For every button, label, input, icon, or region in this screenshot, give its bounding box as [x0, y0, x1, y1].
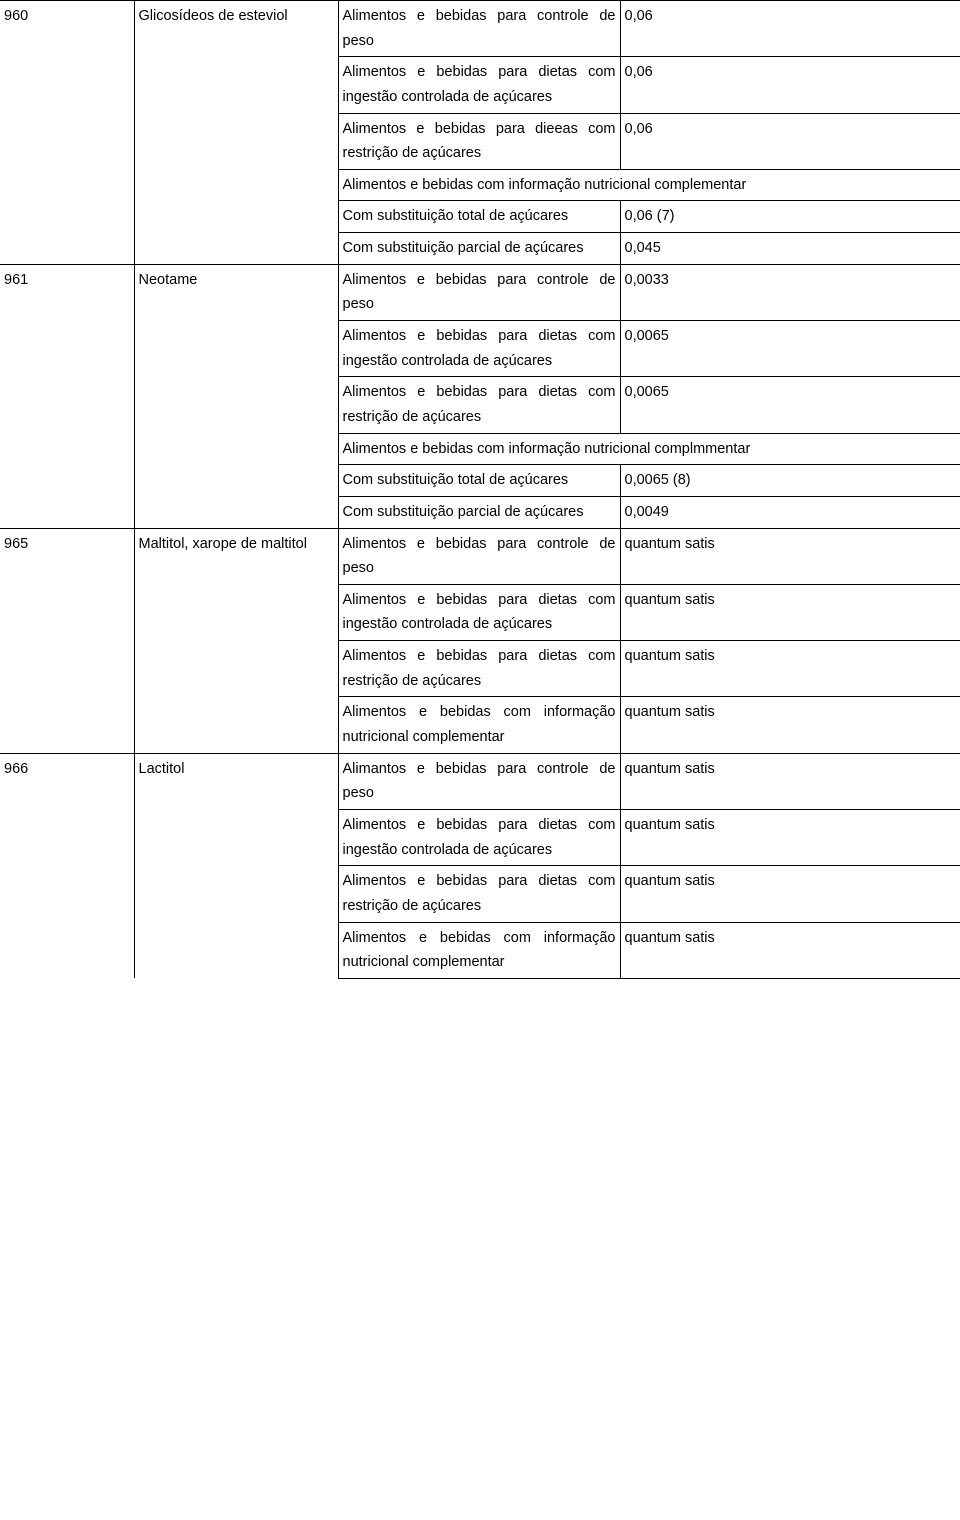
table-row: Alimentos e bebidas para dieeas com rest… — [0, 113, 960, 169]
description-cell: Alimentos e bebidas com informação nutri… — [338, 697, 620, 753]
description-cell: Alimentos e bebidas para dieeas com rest… — [338, 113, 620, 169]
table-row: Com substituição parcial de açúcares0,00… — [0, 496, 960, 528]
substance-cell: Lactitol — [134, 753, 338, 809]
code-cell — [0, 433, 134, 465]
substance-cell — [134, 321, 338, 377]
description-cell: Alimentos e bebidas com informação nutri… — [338, 433, 960, 465]
value-cell: quantum satis — [620, 922, 960, 978]
code-cell — [0, 233, 134, 265]
regulatory-table: 960Glicosídeos de esteviolAlimentos e be… — [0, 0, 960, 979]
substance-cell — [134, 465, 338, 497]
table-row: Alimentos e bebidas com informação nutri… — [0, 922, 960, 978]
description-cell: Com substituição total de açúcares — [338, 201, 620, 233]
code-cell: 961 — [0, 264, 134, 320]
substance-cell — [134, 584, 338, 640]
value-cell: 0,0049 — [620, 496, 960, 528]
substance-cell — [134, 201, 338, 233]
table-row: Alimentos e bebidas para dietas com rest… — [0, 377, 960, 433]
table-row: 961NeotameAlimentos e bebidas para contr… — [0, 264, 960, 320]
description-cell: Com substituição total de açúcares — [338, 465, 620, 497]
code-cell — [0, 113, 134, 169]
code-cell — [0, 496, 134, 528]
code-cell: 966 — [0, 753, 134, 809]
table-row: Alimentos e bebidas para dietas com inge… — [0, 321, 960, 377]
description-cell: Alimentos e bebidas com informação nutri… — [338, 169, 960, 201]
table-row: Alimentos e bebidas com informação nutri… — [0, 433, 960, 465]
table-row: Alimentos e bebidas para dietas com rest… — [0, 641, 960, 697]
description-cell: Alimentos e bebidas para controle de pes… — [338, 1, 620, 57]
code-cell — [0, 377, 134, 433]
value-cell: quantum satis — [620, 809, 960, 865]
code-cell — [0, 922, 134, 978]
substance-cell — [134, 169, 338, 201]
description-cell: Com substituição parcial de açúcares — [338, 496, 620, 528]
substance-cell — [134, 641, 338, 697]
code-cell — [0, 57, 134, 113]
value-cell: quantum satis — [620, 584, 960, 640]
value-cell: 0,06 (7) — [620, 201, 960, 233]
code-cell — [0, 697, 134, 753]
substance-cell — [134, 113, 338, 169]
table-row: 966LactitolAlimantos e bebidas para cont… — [0, 753, 960, 809]
substance-cell — [134, 809, 338, 865]
substance-cell — [134, 496, 338, 528]
description-cell: Alimentos e bebidas para dietas com rest… — [338, 377, 620, 433]
substance-cell: Glicosídeos de esteviol — [134, 1, 338, 57]
value-cell: quantum satis — [620, 697, 960, 753]
table-row: Com substituição total de açúcares0,06 (… — [0, 201, 960, 233]
table-row: Alimentos e bebidas para dietas com inge… — [0, 809, 960, 865]
description-cell: Alimantos e bebidas para controle de pes… — [338, 753, 620, 809]
code-cell — [0, 465, 134, 497]
code-cell: 965 — [0, 528, 134, 584]
value-cell: 0,0065 — [620, 377, 960, 433]
substance-cell — [134, 377, 338, 433]
value-cell: quantum satis — [620, 528, 960, 584]
table-row: 965Maltitol, xarope de maltitolAlimentos… — [0, 528, 960, 584]
description-cell: Alimentos e bebidas para dietas com inge… — [338, 321, 620, 377]
description-cell: Alimentos e bebidas para controle de pes… — [338, 528, 620, 584]
substance-cell — [134, 922, 338, 978]
value-cell: 0,0065 (8) — [620, 465, 960, 497]
value-cell: 0,0065 — [620, 321, 960, 377]
value-cell: quantum satis — [620, 641, 960, 697]
table-row: Alimentos e bebidas para dietas com inge… — [0, 584, 960, 640]
value-cell: 0,0033 — [620, 264, 960, 320]
table-row: Com substituição parcial de açúcares0,04… — [0, 233, 960, 265]
table-row: Alimentos e bebidas para dietas com rest… — [0, 866, 960, 922]
code-cell — [0, 641, 134, 697]
description-cell: Alimentos e bebidas para dietas com inge… — [338, 57, 620, 113]
table-row: Alimentos e bebidas com informação nutri… — [0, 697, 960, 753]
table-row: Alimentos e bebidas com informação nutri… — [0, 169, 960, 201]
description-cell: Alimentos e bebidas para controle de pes… — [338, 264, 620, 320]
substance-cell: Neotame — [134, 264, 338, 320]
substance-cell — [134, 233, 338, 265]
description-cell: Alimentos e bebidas para dietas com inge… — [338, 809, 620, 865]
description-cell: Alimentos e bebidas com informação nutri… — [338, 922, 620, 978]
value-cell: quantum satis — [620, 753, 960, 809]
value-cell: 0,06 — [620, 57, 960, 113]
value-cell: 0,06 — [620, 113, 960, 169]
substance-cell — [134, 697, 338, 753]
description-cell: Alimentos e bebidas para dietas com inge… — [338, 584, 620, 640]
code-cell — [0, 321, 134, 377]
code-cell — [0, 809, 134, 865]
substance-cell — [134, 57, 338, 113]
value-cell: 0,045 — [620, 233, 960, 265]
value-cell: 0,06 — [620, 1, 960, 57]
substance-cell — [134, 866, 338, 922]
description-cell: Alimentos e bebidas para dietas com rest… — [338, 866, 620, 922]
table-row: Com substituição total de açúcares0,0065… — [0, 465, 960, 497]
description-cell: Alimentos e bebidas para dietas com rest… — [338, 641, 620, 697]
description-cell: Com substituição parcial de açúcares — [338, 233, 620, 265]
code-cell — [0, 866, 134, 922]
code-cell — [0, 201, 134, 233]
table-row: 960Glicosídeos de esteviolAlimentos e be… — [0, 1, 960, 57]
code-cell — [0, 584, 134, 640]
code-cell: 960 — [0, 1, 134, 57]
table-row: Alimentos e bebidas para dietas com inge… — [0, 57, 960, 113]
value-cell: quantum satis — [620, 866, 960, 922]
substance-cell: Maltitol, xarope de maltitol — [134, 528, 338, 584]
code-cell — [0, 169, 134, 201]
substance-cell — [134, 433, 338, 465]
